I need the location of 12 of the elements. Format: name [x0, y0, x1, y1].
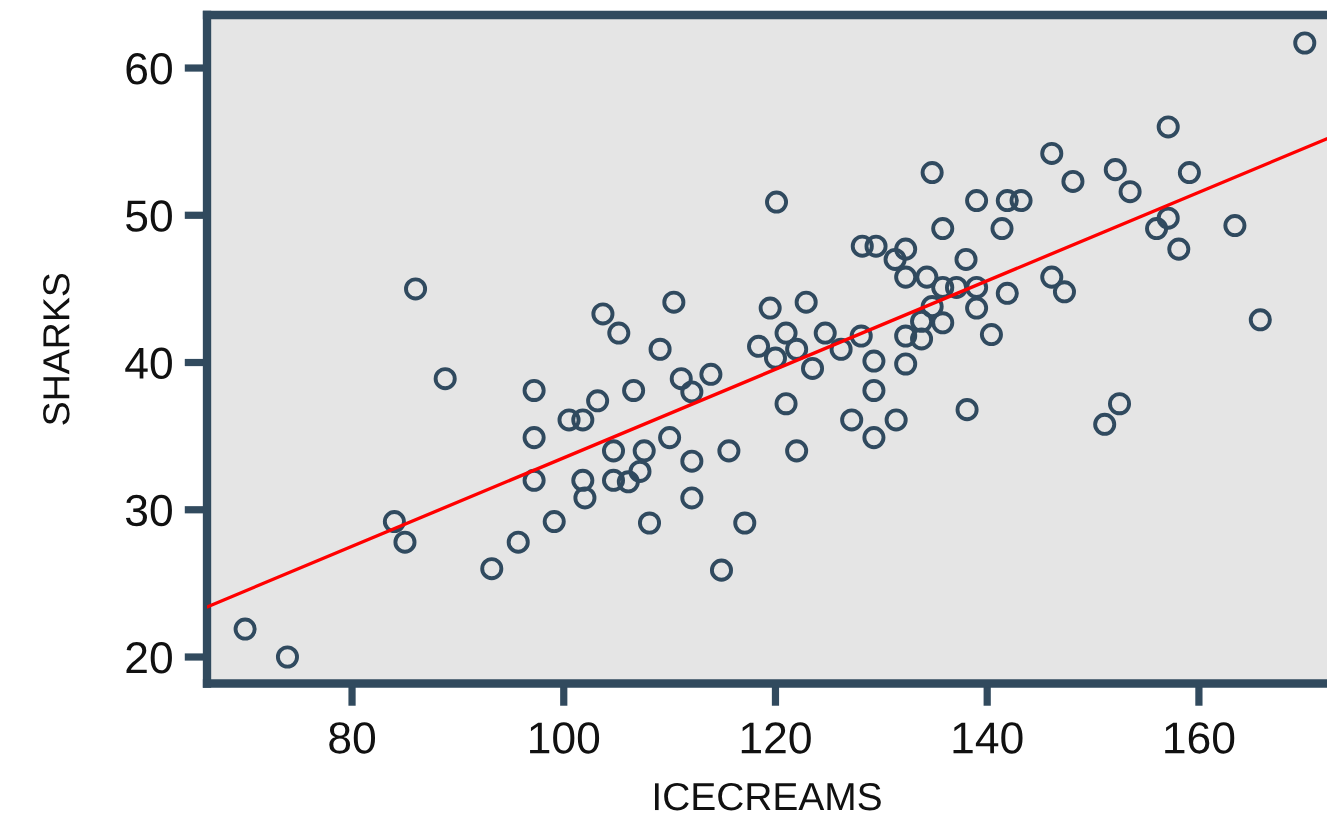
- y-tick-label: 20: [126, 642, 172, 674]
- x-tick-label: 120: [741, 722, 811, 754]
- y-tick-label: 50: [126, 200, 172, 232]
- y-tick-label: 40: [125, 347, 172, 380]
- x-axis-title: ICECREAMS: [654, 782, 881, 811]
- y-tick-label: 60: [126, 53, 172, 85]
- x-tick-label: 100: [530, 722, 600, 754]
- y-tick-label: 30: [125, 494, 172, 527]
- x-tick-label: 140: [953, 722, 1023, 754]
- y-axis-title: SHARKS: [43, 273, 70, 425]
- x-tick-label: 80: [329, 722, 376, 754]
- x-tick-label: 160: [1165, 722, 1235, 754]
